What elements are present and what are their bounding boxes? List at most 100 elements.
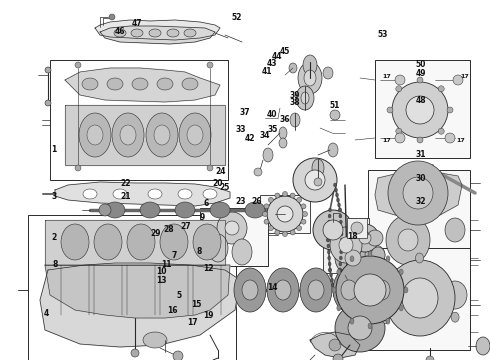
Ellipse shape xyxy=(312,159,324,177)
Ellipse shape xyxy=(330,110,340,120)
Ellipse shape xyxy=(217,212,247,244)
Ellipse shape xyxy=(290,230,295,235)
Text: 28: 28 xyxy=(163,225,174,234)
Bar xyxy=(50,60,228,180)
Ellipse shape xyxy=(326,238,329,242)
Ellipse shape xyxy=(140,202,160,218)
Polygon shape xyxy=(55,182,230,206)
Ellipse shape xyxy=(182,78,198,90)
Ellipse shape xyxy=(328,268,332,272)
Ellipse shape xyxy=(263,211,268,216)
Ellipse shape xyxy=(341,280,357,300)
Ellipse shape xyxy=(359,232,371,244)
Ellipse shape xyxy=(334,183,337,187)
Ellipse shape xyxy=(61,224,89,260)
Ellipse shape xyxy=(366,268,398,312)
Text: 6: 6 xyxy=(203,199,208,208)
Bar xyxy=(375,60,470,158)
Ellipse shape xyxy=(167,29,179,37)
Ellipse shape xyxy=(193,224,221,260)
Ellipse shape xyxy=(350,256,354,262)
Ellipse shape xyxy=(323,220,343,240)
Ellipse shape xyxy=(368,251,372,257)
Ellipse shape xyxy=(112,113,144,157)
Ellipse shape xyxy=(396,128,402,134)
Ellipse shape xyxy=(267,196,303,232)
Ellipse shape xyxy=(207,62,213,68)
Ellipse shape xyxy=(242,280,258,300)
Ellipse shape xyxy=(328,262,331,266)
Ellipse shape xyxy=(275,230,280,235)
Ellipse shape xyxy=(328,143,338,157)
Text: 46: 46 xyxy=(115,27,125,36)
Ellipse shape xyxy=(304,70,316,86)
Text: 53: 53 xyxy=(377,30,388,39)
Bar xyxy=(347,218,367,238)
Ellipse shape xyxy=(445,133,455,143)
Text: 16: 16 xyxy=(168,306,178,315)
Text: 38: 38 xyxy=(289,98,300,107)
Ellipse shape xyxy=(234,268,266,312)
Ellipse shape xyxy=(403,177,433,209)
Ellipse shape xyxy=(386,215,430,265)
Ellipse shape xyxy=(417,77,423,83)
Ellipse shape xyxy=(327,232,330,236)
Ellipse shape xyxy=(269,226,273,231)
Ellipse shape xyxy=(341,238,343,242)
Ellipse shape xyxy=(131,349,139,357)
Text: 32: 32 xyxy=(416,197,426,206)
Text: 52: 52 xyxy=(231,13,242,22)
Ellipse shape xyxy=(328,268,332,272)
Ellipse shape xyxy=(338,203,341,207)
Text: 24: 24 xyxy=(215,166,225,175)
Ellipse shape xyxy=(146,113,178,157)
Polygon shape xyxy=(100,26,215,44)
Ellipse shape xyxy=(275,280,291,300)
Ellipse shape xyxy=(406,96,434,124)
Ellipse shape xyxy=(336,193,339,197)
Ellipse shape xyxy=(330,278,334,282)
Ellipse shape xyxy=(348,316,372,340)
Bar xyxy=(368,170,470,318)
Ellipse shape xyxy=(105,202,125,218)
Ellipse shape xyxy=(254,168,262,176)
Polygon shape xyxy=(65,68,220,102)
Ellipse shape xyxy=(160,224,188,260)
Text: 44: 44 xyxy=(272,52,282,61)
Ellipse shape xyxy=(476,337,490,355)
Ellipse shape xyxy=(387,107,393,113)
Ellipse shape xyxy=(99,204,111,216)
Ellipse shape xyxy=(345,250,361,266)
Text: 17: 17 xyxy=(382,75,391,80)
Ellipse shape xyxy=(374,280,390,300)
Text: 9: 9 xyxy=(199,213,205,222)
Text: 10: 10 xyxy=(156,267,167,276)
Polygon shape xyxy=(40,263,240,347)
Ellipse shape xyxy=(175,202,195,218)
Ellipse shape xyxy=(131,29,143,37)
Ellipse shape xyxy=(210,202,230,218)
Ellipse shape xyxy=(267,268,299,312)
Text: 3: 3 xyxy=(51,192,56,201)
Text: 49: 49 xyxy=(416,68,426,77)
Bar xyxy=(260,195,310,233)
Ellipse shape xyxy=(339,220,343,224)
Text: 19: 19 xyxy=(203,311,214,320)
Ellipse shape xyxy=(232,239,252,265)
Ellipse shape xyxy=(132,78,148,90)
Ellipse shape xyxy=(179,113,211,157)
Ellipse shape xyxy=(45,67,51,73)
Ellipse shape xyxy=(296,226,302,231)
Text: 42: 42 xyxy=(245,134,255,143)
Ellipse shape xyxy=(367,230,383,246)
Ellipse shape xyxy=(332,287,336,293)
Text: 39: 39 xyxy=(289,91,299,100)
Ellipse shape xyxy=(340,244,343,248)
Ellipse shape xyxy=(154,125,170,145)
Ellipse shape xyxy=(335,304,385,352)
Ellipse shape xyxy=(120,125,136,145)
Ellipse shape xyxy=(301,204,306,209)
Ellipse shape xyxy=(337,198,340,202)
Text: 37: 37 xyxy=(239,108,250,117)
Ellipse shape xyxy=(290,113,300,127)
